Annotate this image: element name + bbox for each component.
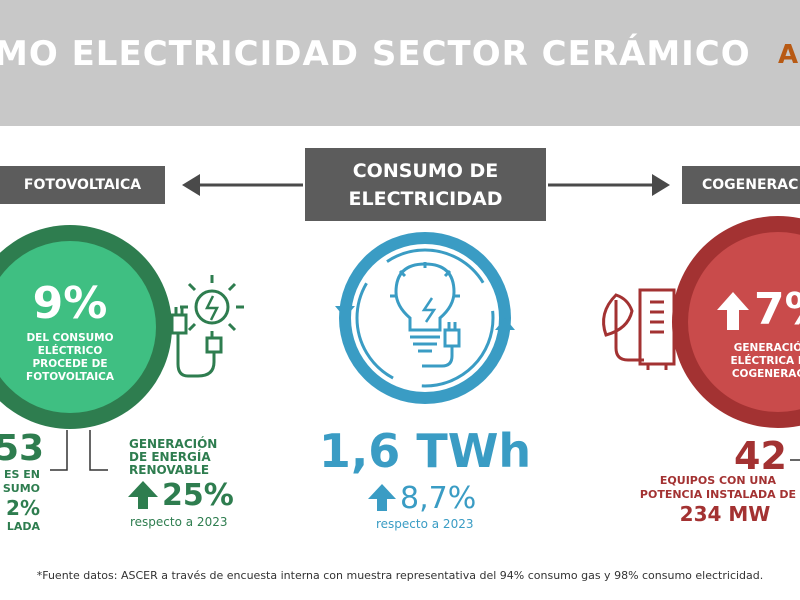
left-circle-line: ELÉCTRICO: [37, 345, 103, 357]
lightbulb-plug-icon: [390, 262, 461, 368]
arrow-up-icon-center: [368, 484, 396, 511]
center-note: respecto a 2023: [376, 517, 474, 531]
right-stat-power: 234 MW: [679, 502, 771, 526]
left-circle-pct: 9%: [32, 278, 108, 329]
arrow-up-icon-right: [717, 292, 749, 330]
brand-logo: A: [778, 40, 799, 70]
left-circle-line: PROCEDE DE: [32, 358, 108, 370]
right-stat-line: EQUIPOS CON UNA: [659, 474, 777, 487]
arrow-right-icon: [652, 174, 670, 196]
left-stat-lines: ES EN SUMO 2% LADA: [0, 468, 40, 534]
left-circle-line: FOTOVOLTAICA: [26, 371, 114, 383]
header-band: [0, 0, 800, 126]
right-circle-pct: 7%: [754, 284, 800, 335]
tag-consumo-line2: ELECTRICIDAD: [348, 187, 503, 210]
left-gen-note: respecto a 2023: [130, 515, 228, 529]
solar-plug-icon: [170, 275, 244, 378]
tag-consumo-line1: CONSUMO DE: [352, 159, 499, 182]
center-pct: 8,7%: [400, 481, 477, 516]
right-circle-text: GENERACIÓ ELÉCTRICA P COGENERAC: [718, 342, 800, 381]
left-gen-line: RENOVABLE: [129, 463, 210, 477]
left-gen-title: GENERACIÓN DE ENERGÍA RENOVABLE: [129, 438, 217, 477]
right-stat-line: POTENCIA INSTALADA DE: [639, 488, 797, 501]
left-gen-line: DE ENERGÍA: [129, 450, 211, 464]
left-gen-pct: 25%: [162, 478, 234, 513]
left-stat-line: 2%: [6, 496, 40, 520]
arrow-up-icon-left: [128, 481, 158, 509]
tag-cogeneracion: COGENERAC: [682, 166, 800, 204]
right-circle-line: GENERACIÓ: [733, 342, 800, 354]
right-circle-line: ELÉCTRICA P: [730, 355, 800, 367]
left-gen-line: GENERACIÓN: [129, 437, 218, 451]
left-circle-text: DEL CONSUMO ELÉCTRICO PROCEDE DE FOTOVOL…: [10, 332, 130, 384]
footer-source-note: *Fuente datos: ASCER a través de encuest…: [36, 569, 764, 582]
left-stat-line: ES EN: [4, 468, 40, 481]
center-value: 1,6 TWh: [318, 424, 532, 478]
left-circle-line: DEL CONSUMO: [26, 332, 114, 344]
right-stat-lines: EQUIPOS CON UNA POTENCIA INSTALADA DE: [632, 474, 800, 502]
arrow-left-icon: [182, 174, 200, 196]
page-title: MO ELECTRICIDAD SECTOR CERÁMICO: [0, 34, 751, 74]
right-circle-line: COGENERAC: [731, 368, 800, 380]
left-stat-line: LADA: [6, 520, 40, 533]
tag-consumo: CONSUMO DE ELECTRICIDAD: [305, 148, 546, 221]
left-stat-line: SUMO: [2, 482, 40, 495]
right-stat-big: 42: [734, 434, 787, 478]
leaf-boiler-icon: [602, 288, 676, 370]
left-stat-big: 53: [0, 428, 45, 469]
tag-fotovoltaica: FOTOVOLTAICA: [0, 166, 165, 204]
